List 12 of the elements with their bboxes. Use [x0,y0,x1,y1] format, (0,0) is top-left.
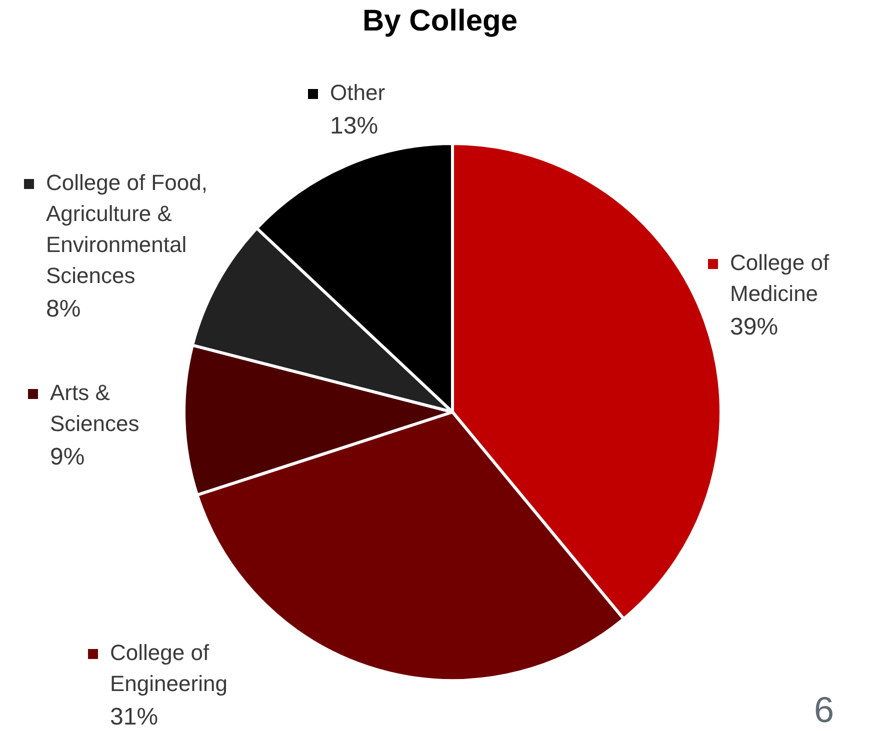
chart-title: By College [362,4,518,38]
data-label: 31% [110,704,158,731]
legend-label: Other [330,80,386,106]
data-label: 13% [330,112,378,140]
legend-label: College of Engineering [110,640,228,696]
legend-label: Arts & Sciences [50,380,140,436]
legend-label: College of Food, Agriculture & Environmental Sciences [46,170,208,288]
data-label: 9% [50,444,85,471]
text: 6 [814,688,834,730]
data-label: 39% [730,314,778,341]
legend-label: College of Medicine [730,250,830,306]
data-label: 8% [46,296,81,323]
